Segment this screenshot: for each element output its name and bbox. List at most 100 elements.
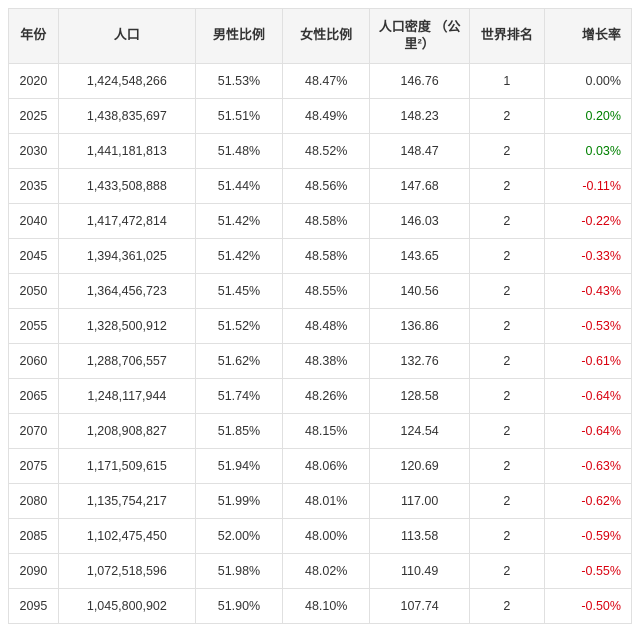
cell-population: 1,441,181,813 — [58, 133, 195, 168]
cell-density: 147.68 — [370, 168, 470, 203]
cell-rank: 2 — [469, 588, 544, 623]
cell-density: 148.47 — [370, 133, 470, 168]
cell-female: 48.26% — [283, 378, 370, 413]
cell-year: 2070 — [9, 413, 59, 448]
cell-female: 48.49% — [283, 98, 370, 133]
population-table: 年份 人口 男性比例 女性比例 人口密度 （公里²） 世界排名 增长率 2020… — [8, 8, 632, 624]
cell-male: 51.42% — [195, 203, 282, 238]
cell-male: 52.00% — [195, 518, 282, 553]
cell-female: 48.55% — [283, 273, 370, 308]
cell-year: 2095 — [9, 588, 59, 623]
cell-population: 1,208,908,827 — [58, 413, 195, 448]
cell-population: 1,102,475,450 — [58, 518, 195, 553]
cell-rank: 2 — [469, 203, 544, 238]
cell-female: 48.47% — [283, 63, 370, 98]
cell-male: 51.94% — [195, 448, 282, 483]
cell-growth: -0.53% — [544, 308, 631, 343]
cell-female: 48.58% — [283, 238, 370, 273]
cell-density: 132.76 — [370, 343, 470, 378]
cell-rank: 2 — [469, 378, 544, 413]
cell-population: 1,364,456,723 — [58, 273, 195, 308]
cell-growth: -0.61% — [544, 343, 631, 378]
cell-rank: 2 — [469, 98, 544, 133]
table-row: 20251,438,835,69751.51%48.49%148.2320.20… — [9, 98, 632, 133]
table-row: 20701,208,908,82751.85%48.15%124.542-0.6… — [9, 413, 632, 448]
cell-female: 48.10% — [283, 588, 370, 623]
cell-population: 1,072,518,596 — [58, 553, 195, 588]
cell-male: 51.45% — [195, 273, 282, 308]
cell-population: 1,328,500,912 — [58, 308, 195, 343]
cell-growth: -0.33% — [544, 238, 631, 273]
cell-population: 1,171,509,615 — [58, 448, 195, 483]
cell-growth: -0.64% — [544, 378, 631, 413]
col-header-density: 人口密度 （公里²） — [370, 9, 470, 64]
cell-growth: -0.11% — [544, 168, 631, 203]
cell-year: 2075 — [9, 448, 59, 483]
table-row: 20551,328,500,91251.52%48.48%136.862-0.5… — [9, 308, 632, 343]
cell-population: 1,045,800,902 — [58, 588, 195, 623]
cell-growth: -0.63% — [544, 448, 631, 483]
cell-growth: 0.00% — [544, 63, 631, 98]
cell-year: 2085 — [9, 518, 59, 553]
cell-year: 2035 — [9, 168, 59, 203]
cell-rank: 2 — [469, 413, 544, 448]
cell-male: 51.52% — [195, 308, 282, 343]
cell-rank: 2 — [469, 133, 544, 168]
cell-density: 136.86 — [370, 308, 470, 343]
col-header-growth: 增长率 — [544, 9, 631, 64]
table-row: 20351,433,508,88851.44%48.56%147.682-0.1… — [9, 168, 632, 203]
cell-population: 1,135,754,217 — [58, 483, 195, 518]
cell-rank: 2 — [469, 448, 544, 483]
cell-rank: 2 — [469, 238, 544, 273]
cell-growth: -0.59% — [544, 518, 631, 553]
cell-female: 48.02% — [283, 553, 370, 588]
cell-growth: -0.22% — [544, 203, 631, 238]
cell-density: 148.23 — [370, 98, 470, 133]
col-header-population: 人口 — [58, 9, 195, 64]
cell-growth: -0.50% — [544, 588, 631, 623]
cell-growth: -0.43% — [544, 273, 631, 308]
cell-population: 1,248,117,944 — [58, 378, 195, 413]
cell-density: 143.65 — [370, 238, 470, 273]
table-row: 20401,417,472,81451.42%48.58%146.032-0.2… — [9, 203, 632, 238]
cell-female: 48.48% — [283, 308, 370, 343]
cell-female: 48.15% — [283, 413, 370, 448]
table-row: 20751,171,509,61551.94%48.06%120.692-0.6… — [9, 448, 632, 483]
cell-year: 2090 — [9, 553, 59, 588]
cell-male: 51.98% — [195, 553, 282, 588]
cell-male: 51.74% — [195, 378, 282, 413]
table-row: 20451,394,361,02551.42%48.58%143.652-0.3… — [9, 238, 632, 273]
table-body: 20201,424,548,26651.53%48.47%146.7610.00… — [9, 63, 632, 623]
cell-growth: 0.03% — [544, 133, 631, 168]
table-row: 20601,288,706,55751.62%48.38%132.762-0.6… — [9, 343, 632, 378]
col-header-year: 年份 — [9, 9, 59, 64]
cell-population: 1,417,472,814 — [58, 203, 195, 238]
cell-density: 113.58 — [370, 518, 470, 553]
cell-year: 2045 — [9, 238, 59, 273]
cell-density: 117.00 — [370, 483, 470, 518]
table-row: 20201,424,548,26651.53%48.47%146.7610.00… — [9, 63, 632, 98]
table-row: 20301,441,181,81351.48%48.52%148.4720.03… — [9, 133, 632, 168]
cell-population: 1,438,835,697 — [58, 98, 195, 133]
cell-rank: 2 — [469, 553, 544, 588]
cell-density: 107.74 — [370, 588, 470, 623]
cell-rank: 2 — [469, 518, 544, 553]
cell-male: 51.62% — [195, 343, 282, 378]
cell-density: 146.76 — [370, 63, 470, 98]
cell-year: 2065 — [9, 378, 59, 413]
table-header: 年份 人口 男性比例 女性比例 人口密度 （公里²） 世界排名 增长率 — [9, 9, 632, 64]
table-row: 20851,102,475,45052.00%48.00%113.582-0.5… — [9, 518, 632, 553]
cell-year: 2040 — [9, 203, 59, 238]
cell-male: 51.99% — [195, 483, 282, 518]
col-header-female: 女性比例 — [283, 9, 370, 64]
cell-year: 2020 — [9, 63, 59, 98]
col-header-rank: 世界排名 — [469, 9, 544, 64]
cell-female: 48.38% — [283, 343, 370, 378]
table-row: 20951,045,800,90251.90%48.10%107.742-0.5… — [9, 588, 632, 623]
cell-male: 51.48% — [195, 133, 282, 168]
cell-rank: 2 — [469, 343, 544, 378]
cell-growth: 0.20% — [544, 98, 631, 133]
cell-year: 2060 — [9, 343, 59, 378]
cell-female: 48.06% — [283, 448, 370, 483]
cell-male: 51.44% — [195, 168, 282, 203]
